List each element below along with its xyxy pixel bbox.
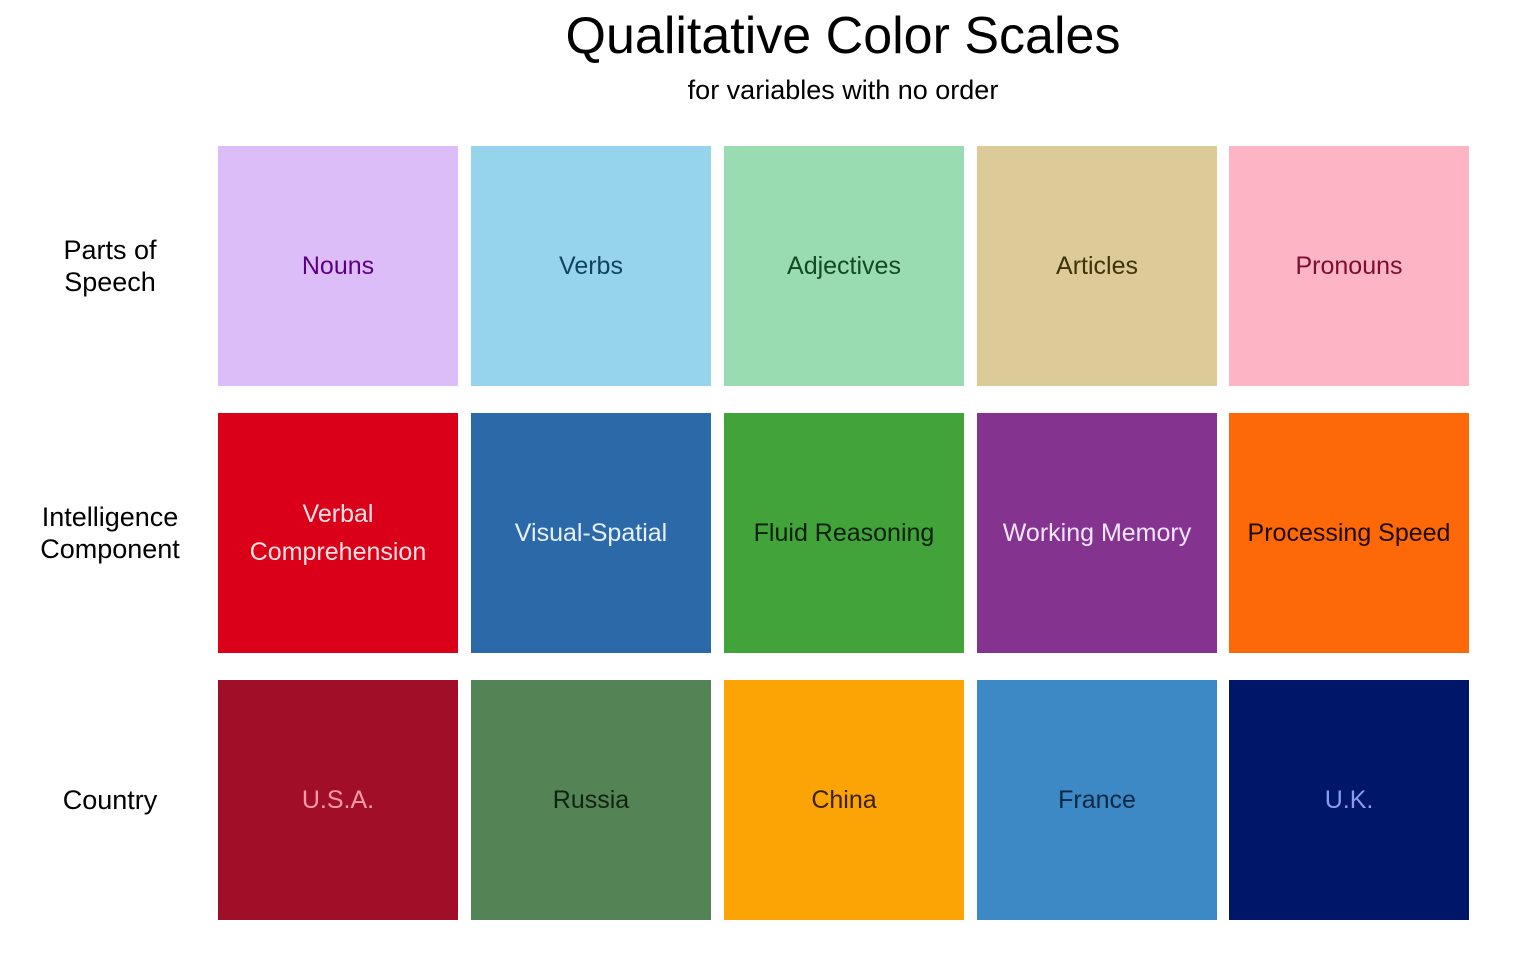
tile-china: China [724,680,964,920]
tile-label: U.S.A. [301,786,375,814]
tile-label: Verbs [559,252,623,280]
tile-visual-spatial: Visual-Spatial [471,413,711,653]
tile-uk: U.K. [1229,680,1469,920]
tile-label: Pronouns [1295,252,1403,280]
tile-working-memory: Working Memory [977,413,1217,653]
chart-title: Qualitative Color Scales [565,7,1121,65]
tile-label: Adjectives [787,252,901,280]
tile-usa: U.S.A. [218,680,458,920]
tile-articles: Articles [977,146,1217,386]
tile-label: France [1058,786,1136,814]
tile-label: Visual-Spatial [514,519,668,547]
tile-label: China [811,786,877,814]
tile-fluid-reasoning: Fluid Reasoning [724,413,964,653]
row-label-text: Parts of Speech [63,235,157,297]
row-label-text: Intelligence Component [40,502,180,564]
tile-adjectives: Adjectives [724,146,964,386]
tile-verbs: Verbs [471,146,711,386]
tile-label: Processing Speed [1247,519,1451,547]
row-label-intelligence-component: Intelligence Component [0,413,220,653]
tile-verbal-comprehension: Verbal Comprehension [218,413,458,653]
row-label-text: Country [62,785,158,815]
tile-label: Working Memory [1002,519,1192,547]
tile-label: Fluid Reasoning [753,519,935,547]
tile-pronouns: Pronouns [1229,146,1469,386]
tile-label: Russia [552,786,630,814]
tile-label: U.K. [1324,786,1374,814]
tile-russia: Russia [471,680,711,920]
chart-subtitle: for variables with no order [687,75,999,105]
tile-nouns: Nouns [218,146,458,386]
tile-france: France [977,680,1217,920]
row-label-country: Country [0,680,220,920]
tile-label: Verbal Comprehension [249,500,427,566]
tile-processing-speed: Processing Speed [1229,413,1469,653]
tile-label: Articles [1056,252,1138,280]
row-label-parts-of-speech: Parts of Speech [0,146,220,386]
tile-label: Nouns [301,252,375,280]
